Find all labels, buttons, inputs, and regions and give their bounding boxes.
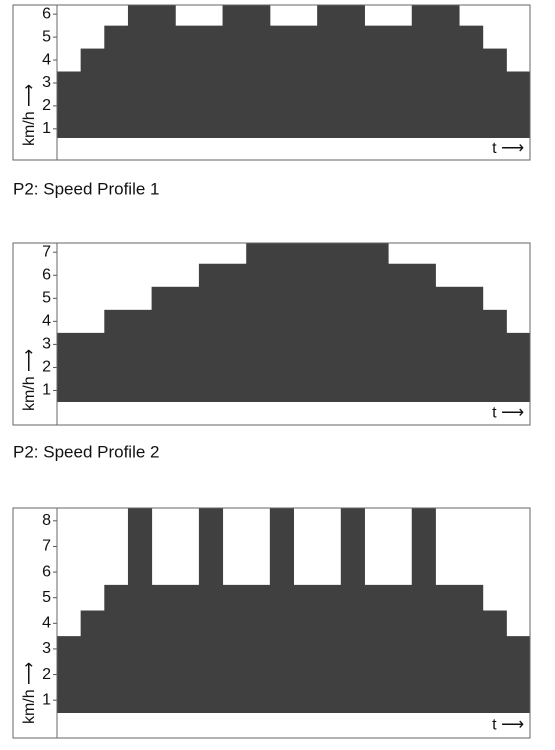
y-tick-label: 8	[42, 512, 51, 529]
step-segment	[482, 48, 507, 138]
step-segment	[246, 243, 389, 402]
y-tick-label: 2	[42, 97, 51, 114]
step-segment	[222, 5, 271, 138]
y-tick-label: 6	[42, 5, 51, 22]
y-tick-label: 5	[42, 290, 51, 307]
step-segment	[411, 508, 436, 713]
step-segment	[411, 5, 460, 138]
step-segment	[317, 5, 365, 138]
y-tick-label: 1	[42, 382, 51, 399]
y-tick-label: 1	[42, 120, 51, 137]
step-segment	[198, 263, 247, 402]
step-segment	[104, 584, 129, 713]
step-segment	[80, 48, 105, 138]
step-segment	[364, 25, 413, 138]
x-axis-label: t ⟶	[492, 140, 524, 157]
step-segment	[127, 508, 153, 713]
y-tick-label: 2	[42, 666, 51, 683]
step-segment	[506, 332, 531, 402]
y-tick-label: 5	[42, 28, 51, 45]
step-segment	[364, 584, 413, 713]
step-segment	[222, 584, 271, 713]
x-axis-label: t ⟶	[492, 717, 524, 734]
y-axis-label: km/h ⟶	[21, 84, 38, 146]
y-tick-label: 4	[42, 313, 51, 330]
y-tick-label: 6	[42, 266, 51, 283]
step-segment	[151, 286, 200, 402]
step-segment	[293, 584, 342, 713]
step-segment	[175, 25, 224, 138]
y-tick-label: 1	[42, 691, 51, 708]
y-tick-label: 7	[42, 243, 51, 260]
caption: P2: Speed Profile 1	[13, 179, 159, 198]
step-segment	[388, 263, 436, 402]
y-tick-label: 3	[42, 336, 51, 353]
y-tick-label: 7	[42, 538, 51, 555]
y-tick-label: 4	[42, 51, 51, 68]
step-segment	[127, 5, 176, 138]
step-segment	[104, 25, 129, 138]
y-tick-label: 3	[42, 74, 51, 91]
y-tick-label: 3	[42, 640, 51, 657]
step-segment	[459, 25, 484, 138]
step-segment	[340, 508, 365, 713]
y-tick-label: 2	[42, 359, 51, 376]
step-segment	[151, 584, 200, 713]
y-axis-label: km/h ⟶	[21, 349, 38, 411]
step-segment	[104, 309, 153, 402]
step-segment	[435, 286, 484, 402]
step-segment	[506, 636, 531, 713]
chart-frame	[12, 4, 531, 161]
step-segment	[269, 25, 318, 138]
step-segment	[482, 309, 507, 402]
step-segment	[57, 332, 105, 402]
step-segment	[506, 71, 531, 138]
step-segment	[57, 636, 82, 713]
chart-frame	[12, 507, 531, 739]
step-segment	[435, 584, 484, 713]
y-axis-label: km/h ⟶	[21, 662, 38, 724]
y-tick-label: 5	[42, 589, 51, 606]
step-segment	[80, 610, 105, 713]
step-segment	[57, 71, 82, 138]
y-tick-label: 6	[42, 563, 51, 580]
step-segment	[269, 508, 294, 713]
x-axis-label: t ⟶	[492, 405, 524, 422]
step-segment	[198, 508, 224, 713]
step-segment	[482, 610, 507, 713]
y-tick-label: 4	[42, 615, 51, 632]
caption: P2: Speed Profile 2	[13, 442, 159, 461]
chart-frame	[12, 242, 531, 426]
